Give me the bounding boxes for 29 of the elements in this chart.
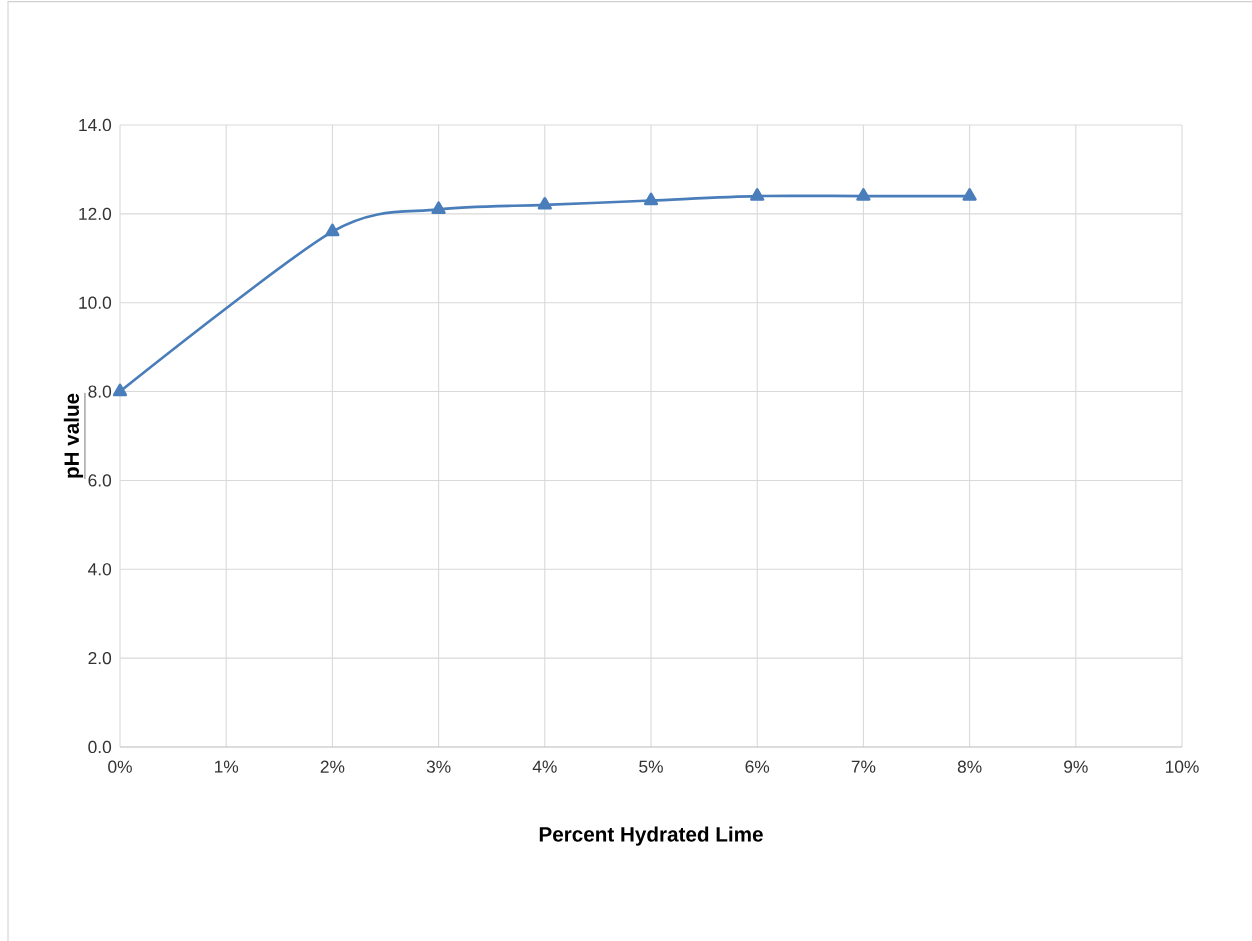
y-tick-label: 4.0 <box>88 563 112 576</box>
point <box>856 188 871 201</box>
y-tick-label: 0.0 <box>88 740 112 754</box>
x-tick-label: 3% <box>426 760 451 773</box>
x-tick-label: 4% <box>532 760 557 773</box>
x-tick-label: 8% <box>957 760 982 773</box>
x-tick-label: 1% <box>215 760 239 773</box>
x-tick-label: 2% <box>320 760 345 773</box>
y-tick-label: 2.0 <box>88 651 112 665</box>
point <box>643 192 659 206</box>
y-tick-label: 10.0 <box>79 296 112 309</box>
x-tick-label: 6% <box>745 760 770 773</box>
y-tick-label: 8.0 <box>88 385 112 398</box>
x-tick-label: 9% <box>1064 760 1088 773</box>
y-tick-label: 14.0 <box>79 118 112 132</box>
point <box>112 383 128 397</box>
point <box>325 223 340 237</box>
point <box>431 201 446 215</box>
point <box>750 188 765 201</box>
x-tick-label: 0% <box>108 760 132 773</box>
y-tick-label: 6.0 <box>88 474 112 487</box>
x-tick-label: 10% <box>1165 760 1199 773</box>
y-tick-label: 12.0 <box>79 207 112 220</box>
x-axis-title: Percent Hydrated Lime <box>539 826 763 846</box>
point <box>537 196 552 210</box>
point <box>962 188 977 201</box>
y-axis-title: pH value <box>63 393 84 478</box>
x-tick-label: 7% <box>851 760 876 773</box>
x-tick-label: 5% <box>639 760 663 773</box>
